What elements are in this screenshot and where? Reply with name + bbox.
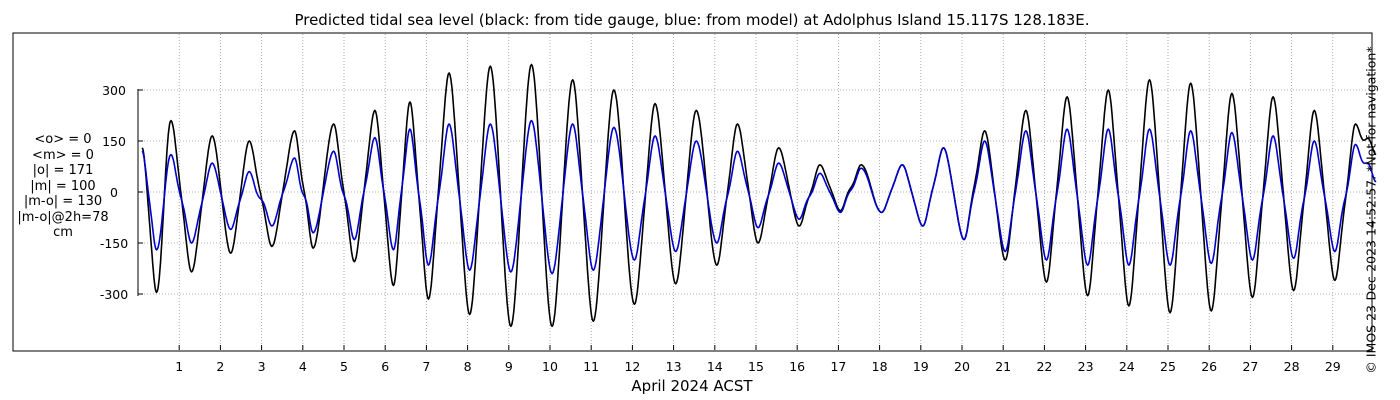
x-tick-label-24: 24 xyxy=(1119,359,1135,374)
x-tick-label-27: 27 xyxy=(1242,359,1258,374)
x-tick-label-1: 1 xyxy=(175,359,183,374)
x-tick-label-21: 21 xyxy=(995,359,1011,374)
x-tick-label-14: 14 xyxy=(707,359,723,374)
stat-line-3: |m| = 100 xyxy=(30,178,96,194)
x-tick-label-10: 10 xyxy=(542,359,558,374)
axes-box xyxy=(12,32,1373,352)
stat-line-2: |o| = 171 xyxy=(32,163,94,178)
series-line-model xyxy=(141,119,1377,275)
x-tick-label-20: 20 xyxy=(954,359,970,374)
y-tick-label-1: -150 xyxy=(100,236,128,251)
x-tick-label-25: 25 xyxy=(1160,359,1176,374)
credit-text: © IMOS 23-Dec-2023 14:52:57. *Not for na… xyxy=(1363,46,1379,374)
stat-line-0: <o> = 0 xyxy=(34,132,92,147)
x-tick-label-22: 22 xyxy=(1036,359,1052,374)
y-tick-label-0: -300 xyxy=(100,287,128,302)
x-tick-label-6: 6 xyxy=(381,359,389,374)
x-tick-label-3: 3 xyxy=(258,359,266,374)
chart-title: Predicted tidal sea level (black: from t… xyxy=(294,11,1089,29)
x-tick-label-18: 18 xyxy=(872,359,888,374)
x-tick-label-5: 5 xyxy=(340,359,348,374)
x-tick-label-16: 16 xyxy=(789,359,805,374)
x-tick-label-15: 15 xyxy=(748,359,764,374)
x-axis-ticks: 1 2 3 4 5 6 7 8 9 10 11 12 13 14 15 16 17 18 19 20 21 22 23 24 2… xyxy=(175,345,1341,374)
x-axis-label: April 2024 ACST xyxy=(631,377,753,395)
y-axis-ticks: -300 -150 0 150 300 xyxy=(100,83,143,302)
x-tick-label-13: 13 xyxy=(666,359,682,374)
x-tick-label-4: 4 xyxy=(299,359,307,374)
x-tick-label-23: 23 xyxy=(1078,359,1094,374)
x-tick-label-29: 29 xyxy=(1325,359,1341,374)
series-layer xyxy=(141,63,1377,328)
x-tick-label-19: 19 xyxy=(913,359,929,374)
y-tick-label-4: 300 xyxy=(102,83,126,98)
y-tick-label-3: 150 xyxy=(102,134,126,149)
x-tick-label-7: 7 xyxy=(422,359,430,374)
x-tick-label-26: 26 xyxy=(1201,359,1217,374)
x-tick-label-2: 2 xyxy=(216,359,224,374)
statistics-panel: <o> = 0 <m> = 0 |o| = 171 |m| = 100 |m-o| = … xyxy=(0,132,126,241)
series-line-tide-gauge xyxy=(141,63,1377,328)
x-tick-label-28: 28 xyxy=(1284,359,1300,374)
x-tick-label-17: 17 xyxy=(830,359,846,374)
stat-line-1: <m> = 0 xyxy=(32,147,94,163)
stat-line-4: |m-o| = 130 xyxy=(23,194,103,209)
stat-line-5: |m-o|@2h=78 xyxy=(17,209,109,225)
y-tick-label-2: 0 xyxy=(110,185,118,200)
x-tick-label-12: 12 xyxy=(624,359,640,374)
x-tick-label-11: 11 xyxy=(583,359,599,374)
x-tick-label-8: 8 xyxy=(464,359,472,374)
stat-line-6: cm xyxy=(53,225,73,240)
x-tick-label-9: 9 xyxy=(505,359,513,374)
